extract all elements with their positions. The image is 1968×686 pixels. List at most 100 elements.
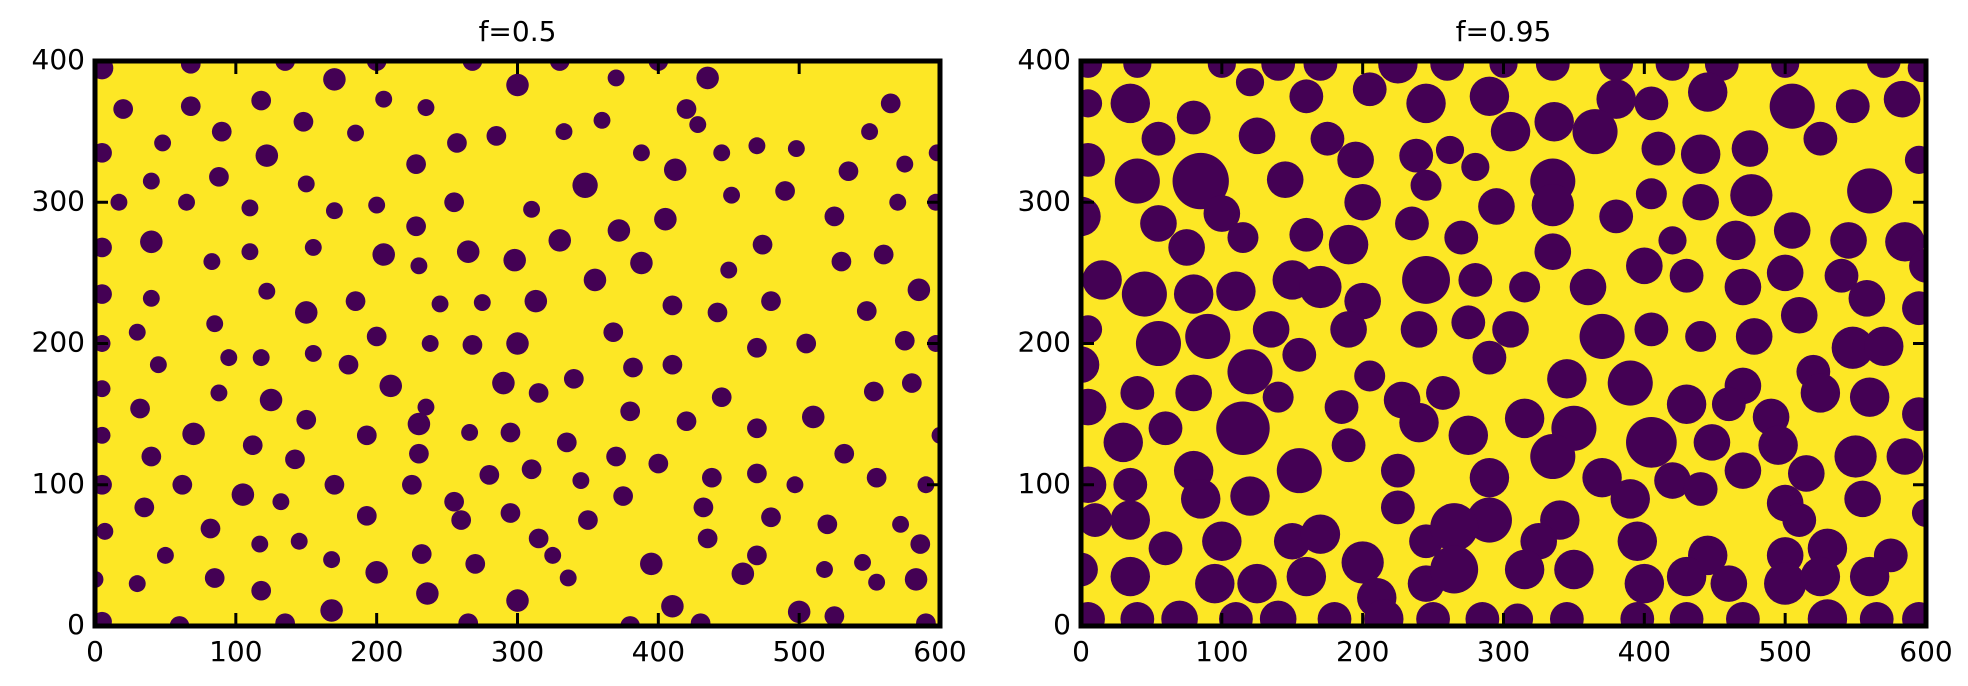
- x-tick-label: 100: [209, 635, 262, 668]
- particle: [272, 493, 290, 511]
- particle: [134, 497, 155, 518]
- particle: [761, 507, 781, 528]
- particle: [324, 474, 345, 495]
- particle: [1800, 556, 1841, 597]
- particle: [251, 580, 272, 601]
- particle: [506, 589, 529, 612]
- particle: [323, 68, 346, 91]
- particle: [910, 534, 931, 554]
- particle: [663, 158, 687, 182]
- particle: [506, 73, 529, 97]
- x-tick-label: 200: [1336, 635, 1389, 668]
- particle: [323, 551, 341, 569]
- particle: [444, 192, 464, 213]
- particle: [1341, 541, 1384, 584]
- particle: [1286, 556, 1327, 597]
- particle: [95, 380, 111, 398]
- particle: [1266, 161, 1304, 198]
- particle: [1504, 398, 1545, 439]
- particle: [1300, 514, 1341, 554]
- particle: [1113, 467, 1148, 502]
- particle: [1416, 602, 1450, 626]
- particle: [1831, 326, 1874, 369]
- particle: [1787, 455, 1825, 492]
- particle: [409, 443, 429, 464]
- particle: [1520, 522, 1558, 560]
- particle: [1735, 318, 1773, 355]
- particle: [1121, 271, 1167, 317]
- particle: [95, 284, 112, 304]
- particle: [1469, 457, 1510, 498]
- particle: [838, 161, 859, 182]
- particle: [142, 289, 160, 307]
- particle: [461, 424, 479, 441]
- particle: [1103, 422, 1143, 463]
- particle: [258, 282, 276, 300]
- particle: [1666, 556, 1707, 597]
- particle: [1081, 89, 1103, 118]
- particle: [1535, 61, 1570, 81]
- particle: [285, 449, 305, 470]
- particle: [1864, 326, 1904, 367]
- particle: [1380, 490, 1415, 525]
- particle: [417, 398, 435, 416]
- particle: [503, 248, 526, 272]
- particle: [1579, 313, 1625, 359]
- particle: [416, 582, 439, 605]
- particle: [1909, 248, 1926, 283]
- particle: [1634, 86, 1669, 121]
- particle: [1168, 229, 1205, 266]
- particle: [866, 467, 887, 488]
- particle: [1120, 602, 1155, 626]
- particle: [1352, 72, 1387, 107]
- y-tick-label: 0: [1053, 608, 1071, 641]
- particle: [1835, 89, 1870, 124]
- particle: [831, 251, 852, 272]
- particle: [1176, 100, 1211, 135]
- particle: [210, 384, 228, 402]
- particle: [720, 261, 738, 279]
- particle: [1227, 222, 1259, 254]
- particle: [892, 515, 910, 533]
- particle: [304, 344, 322, 362]
- x-tick-label: 0: [1072, 635, 1090, 668]
- particle: [366, 326, 387, 347]
- panel-title: f=0.95: [1456, 15, 1552, 48]
- particle: [1824, 258, 1859, 293]
- particle: [1504, 549, 1545, 590]
- particle: [95, 237, 112, 258]
- particle: [1478, 188, 1515, 225]
- x-tick-label: 500: [1758, 635, 1811, 668]
- particle: [294, 301, 318, 324]
- particle: [1173, 274, 1214, 314]
- particle: [462, 335, 483, 355]
- particle: [1769, 83, 1815, 129]
- particle: [1682, 183, 1719, 221]
- particle: [1885, 222, 1925, 262]
- x-tick-label: 500: [772, 635, 825, 668]
- particle: [1466, 497, 1512, 543]
- particle: [1658, 226, 1687, 255]
- particle: [1161, 600, 1198, 626]
- particle: [1081, 142, 1105, 177]
- particle: [606, 446, 626, 467]
- image: [1081, 61, 1926, 626]
- y-tick-label: 0: [67, 608, 85, 641]
- image: [95, 61, 940, 626]
- particle: [801, 405, 825, 429]
- particle: [544, 546, 562, 564]
- particle: [1378, 61, 1418, 84]
- particle: [1364, 599, 1404, 626]
- particle: [613, 486, 633, 506]
- particle: [465, 553, 486, 574]
- particle: [338, 354, 359, 375]
- particle: [296, 409, 317, 430]
- particle: [1276, 448, 1322, 494]
- particle: [1465, 602, 1500, 626]
- particle: [1730, 174, 1773, 217]
- panel: f=0.5 0 100 200 300 400 500 600 0 100 200 300 400: [32, 15, 967, 668]
- particle: [1547, 359, 1587, 399]
- particle: [861, 123, 879, 141]
- particle: [689, 116, 707, 134]
